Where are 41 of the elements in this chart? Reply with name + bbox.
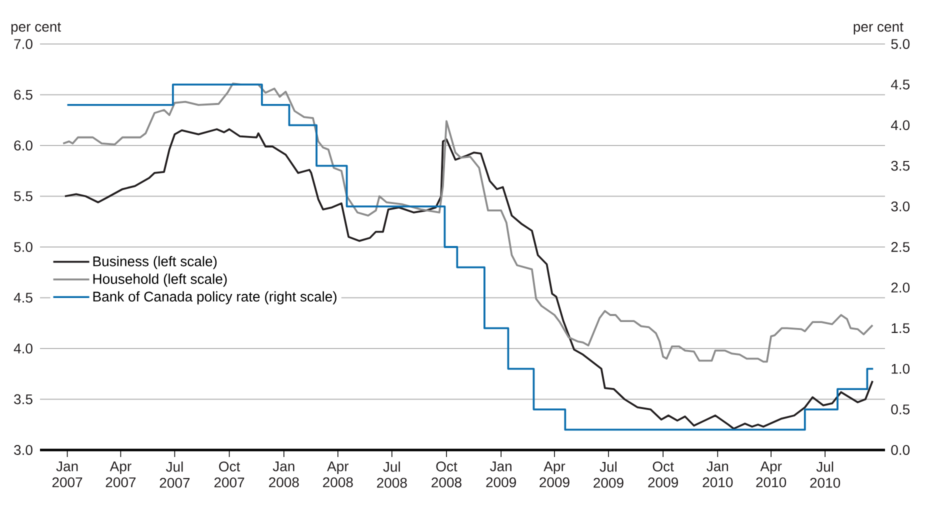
y2-tick-label: 3.0 <box>891 201 910 212</box>
y2-tick-label: 2.0 <box>891 282 910 293</box>
y2-tick-label: 2.5 <box>891 242 910 252</box>
line-series <box>62 82 874 363</box>
x-tick-label: Jan 2008 <box>269 462 299 488</box>
y2-tick-label: 5.0 <box>891 39 910 49</box>
x-tick-label: Jan 2010 <box>702 462 733 488</box>
x-tick-label: Jan 2007 <box>52 462 82 488</box>
x-tick-label: Jul 2007 <box>160 462 190 488</box>
x-tick-label: Jul 2009 <box>594 462 624 488</box>
y-tick-label: 4.0 <box>14 344 32 354</box>
x-tick-label: Oct 2008 <box>432 462 462 488</box>
legend-label: Bank of Canada policy rate (right scale) <box>93 291 336 304</box>
legend-label: Household (left scale) <box>93 274 227 287</box>
x-tick-label: Oct 2007 <box>214 462 244 488</box>
y2-tick-label: 4.5 <box>890 80 910 90</box>
x-tick-label: Apr 2009 <box>540 462 570 488</box>
y-axis-title: per cent <box>11 22 61 34</box>
x-tick-label: Oct 2009 <box>648 462 678 488</box>
y-tick-label: 3.5 <box>14 394 32 404</box>
y-tick-label: 6.0 <box>14 140 32 150</box>
x-tick-label: Jul 2008 <box>377 462 407 488</box>
y-tick-label: 7.0 <box>14 39 32 49</box>
x-tick-label: Apr 2010 <box>756 462 786 488</box>
y-tick-label: 6.5 <box>14 90 32 100</box>
legend-label: Business (left scale) <box>93 256 217 270</box>
y2-tick-label: 4.0 <box>890 120 910 130</box>
x-tick-label: Apr 2007 <box>106 462 136 488</box>
y-tick-label: 3.0 <box>14 445 32 455</box>
y2-tick-label: 3.5 <box>891 160 910 171</box>
x-tick-label: Apr 2008 <box>323 462 353 488</box>
y2-tick-label: 0.0 <box>891 445 910 455</box>
y2-tick-label: 0.5 <box>891 404 910 414</box>
y2-tick-label: 1.5 <box>892 323 910 334</box>
x-tick-label: Jul 2010 <box>810 462 840 488</box>
y2-axis-title: per cent <box>854 22 904 34</box>
y-tick-label: 5.5 <box>14 191 32 202</box>
y2-tick-label: 1.0 <box>892 364 910 374</box>
y-tick-label: 4.5 <box>14 292 32 303</box>
y-tick-label: 5.0 <box>14 242 32 252</box>
x-tick-label: Jan 2009 <box>486 462 516 488</box>
